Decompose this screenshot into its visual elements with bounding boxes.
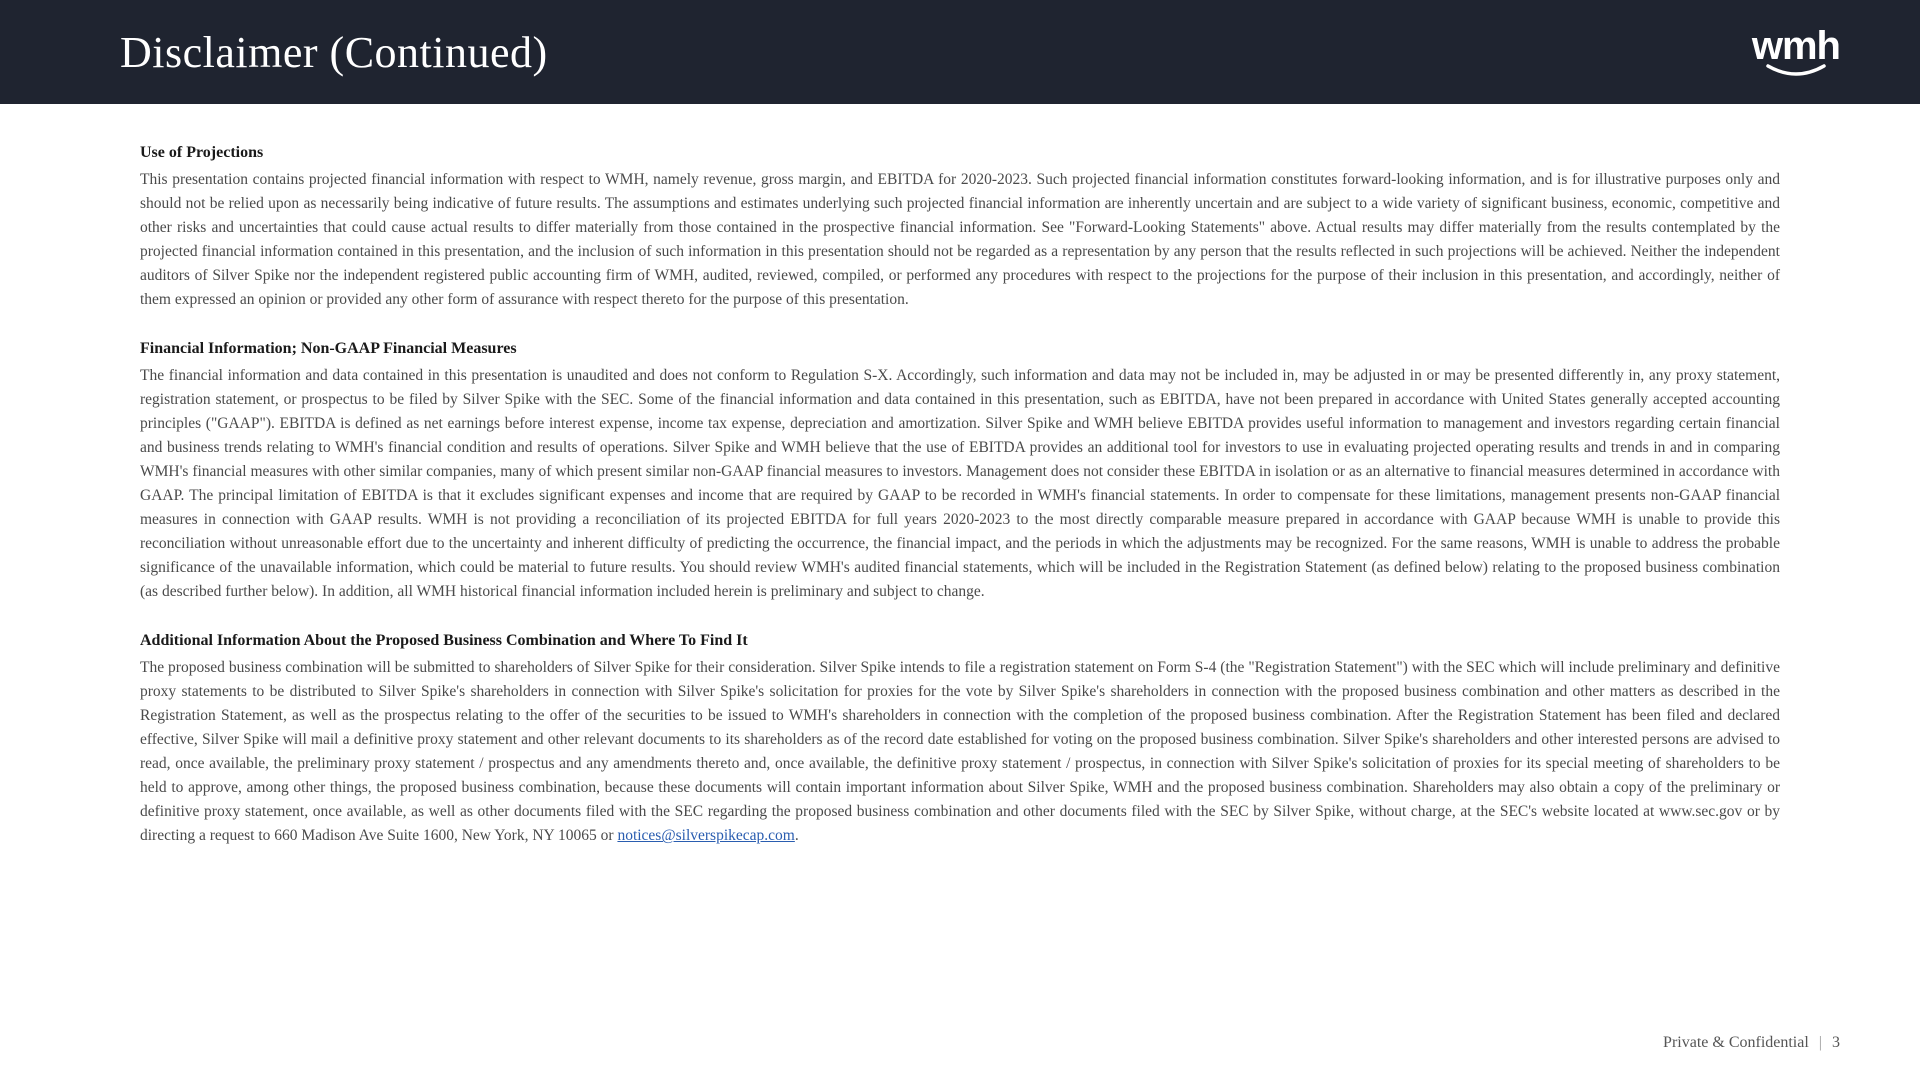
email-link[interactable]: notices@silverspikecap.com <box>617 827 794 844</box>
logo-text: wmh <box>1752 26 1840 66</box>
content-area: Use of Projections This presentation con… <box>0 104 1920 848</box>
page-number: 3 <box>1832 1034 1840 1051</box>
section-heading: Financial Information; Non-GAAP Financia… <box>140 340 1780 358</box>
body-suffix: . <box>795 827 799 844</box>
section-body: The proposed business combination will b… <box>140 656 1780 848</box>
section-heading: Use of Projections <box>140 144 1780 162</box>
section-projections: Use of Projections This presentation con… <box>140 144 1780 312</box>
footer-separator: | <box>1819 1034 1822 1051</box>
section-body: This presentation contains projected fin… <box>140 168 1780 312</box>
body-prefix: The proposed business combination will b… <box>140 659 1780 844</box>
section-financial: Financial Information; Non-GAAP Financia… <box>140 340 1780 604</box>
page-title: Disclaimer (Continued) <box>120 27 548 78</box>
footer: Private & Confidential | 3 <box>1663 1034 1840 1052</box>
header-bar: Disclaimer (Continued) wmh <box>0 0 1920 104</box>
logo: wmh <box>1752 26 1840 78</box>
footer-label: Private & Confidential <box>1663 1034 1809 1051</box>
slide: Disclaimer (Continued) wmh Use of Projec… <box>0 0 1920 1080</box>
smile-icon <box>1766 64 1826 78</box>
section-additional: Additional Information About the Propose… <box>140 632 1780 848</box>
section-body: The financial information and data conta… <box>140 364 1780 604</box>
section-heading: Additional Information About the Propose… <box>140 632 1780 650</box>
